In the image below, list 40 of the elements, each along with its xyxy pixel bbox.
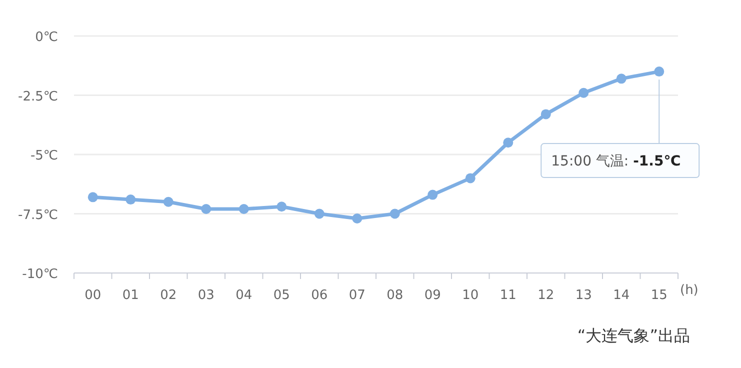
x-tick-label: 14 [613,288,630,303]
point [88,192,98,202]
point [352,213,362,224]
y-tick-label: -10℃ [22,267,58,282]
point [540,109,551,120]
annotation: 15:00 气温: -1.5℃ [551,154,681,170]
point [465,173,476,184]
x-tick-label: 01 [122,288,139,303]
x-tick-label: 11 [500,288,516,303]
point [314,208,324,219]
point [276,202,287,212]
x-axis-title: (h) [680,283,698,298]
point [654,66,664,77]
point [428,190,438,200]
x-tick-label: 09 [424,288,441,303]
x-tick-label: 05 [273,288,290,303]
point [503,138,514,148]
x-tick-label: 00 [84,288,102,303]
y-tick-label: 0℃ [35,30,58,45]
x-tick-label: 15 [650,288,668,303]
x-tick-label: 10 [462,288,479,303]
x-tick-label: 03 [198,288,214,303]
point [578,88,589,98]
y-tick-label: -7.5℃ [18,208,58,223]
y-tick-label: -2.5℃ [18,89,58,104]
point [390,208,400,219]
y-tick-label: -5℃ [30,148,58,164]
point [238,204,249,214]
point [163,196,174,207]
text: “大连气象”出品 [577,326,690,345]
x-tick-label: 04 [236,288,252,303]
x-tick-label: 07 [348,288,366,303]
point [126,194,136,205]
x-tick-label: 06 [311,288,328,303]
x-tick-label: 08 [386,288,404,303]
x-tick-label: 12 [538,288,554,303]
x-tick-label: 02 [160,288,177,303]
point [201,204,212,214]
point [616,74,626,84]
x-tick-label: 13 [575,288,592,303]
